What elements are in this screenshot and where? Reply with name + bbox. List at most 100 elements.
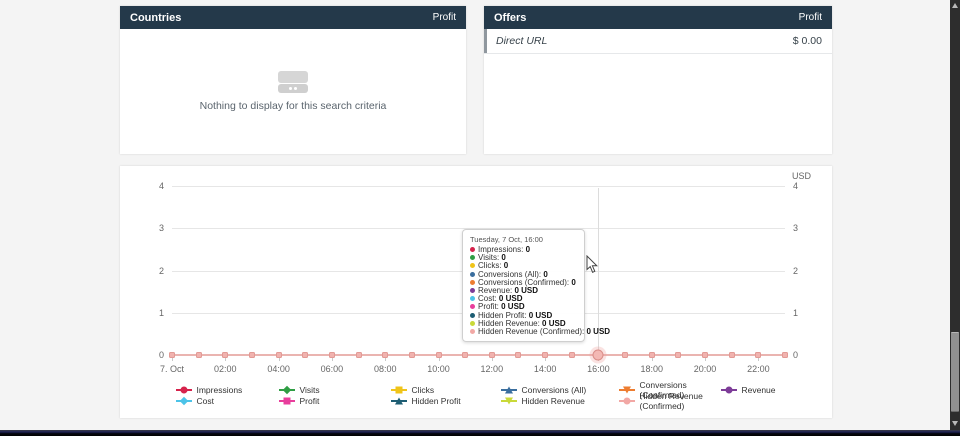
legend-square-icon (283, 397, 291, 405)
legend-marker (391, 397, 408, 406)
countries-panel: Countries Profit Nothing to display for … (120, 6, 466, 154)
countries-panel-body: Nothing to display for this search crite… (120, 29, 466, 154)
offer-name: Direct URL (496, 35, 548, 47)
tooltip-series-bullet-icon (470, 247, 475, 252)
data-point-marker (702, 352, 709, 358)
legend-label: Hidden Revenue (521, 396, 585, 406)
x-axis-tick (385, 357, 387, 361)
legend-label: Clicks (411, 385, 435, 395)
x-axis-label: 20:00 (693, 364, 717, 374)
legend-item[interactable]: Hidden Revenue (Confirmed) (619, 391, 721, 411)
empty-state-text: Nothing to display for this search crite… (199, 100, 387, 112)
legend-marker (501, 397, 518, 406)
x-axis-tick (651, 357, 653, 361)
offer-row-accent (484, 29, 487, 53)
x-axis-label: 16:00 (587, 364, 610, 374)
x-axis-label: 12:00 (480, 364, 504, 374)
x-axis-tick (705, 357, 707, 361)
offers-panel: Offers Profit Direct URL $ 0.00 (484, 6, 832, 154)
tooltip-series-row: Impressions: 0 (470, 245, 578, 254)
legend-marker (176, 386, 193, 395)
legend-item[interactable]: Conversions (Confirmed) (619, 380, 721, 400)
data-point-marker (195, 352, 202, 358)
tooltip-series-bullet-icon (470, 255, 475, 261)
x-axis-label: 14:00 (533, 364, 557, 374)
tooltip-series-row: Hidden Profit: 0 USD (470, 311, 578, 320)
scrollbar-down-arrow-icon[interactable] (951, 421, 958, 426)
x-axis-tick (491, 357, 493, 361)
y-axis-label-right: 2 (793, 265, 799, 276)
legend-label: Profit (299, 396, 320, 406)
legend-label: Revenue (741, 385, 776, 395)
legend-item[interactable]: Visits (279, 385, 391, 395)
offer-row[interactable]: Direct URL $ 0.00 (484, 29, 832, 54)
data-point-marker (248, 352, 255, 358)
chart-panel: 4 4 3 3 2 2 1 1 0 0 USD 7. Oct 02:00 04:00 06:00 08:00 1… (120, 166, 832, 418)
y-axis-label-left: 1 (158, 307, 164, 318)
chart-crosshair (598, 188, 600, 355)
legend-item[interactable]: Clicks (391, 385, 501, 395)
legend-label: Visits (299, 385, 320, 395)
scrollbar-up-arrow-icon[interactable] (951, 3, 958, 8)
offer-profit-value: $ 0.00 (792, 35, 822, 47)
x-axis-tick (758, 357, 760, 361)
x-axis-label: 06:00 (320, 364, 344, 374)
tooltip-series-bullet-icon (470, 279, 475, 285)
tooltip-series-row: Conversions (Confirmed): 0 (470, 278, 578, 287)
hovered-point-marker[interactable] (592, 349, 604, 361)
data-point-marker (488, 352, 495, 358)
legend-marker (501, 386, 518, 395)
x-axis-label: 22:00 (747, 364, 770, 374)
chart-tooltip-rows: Impressions: 0 Visits: 0 Clicks: 0 Conversi… (470, 245, 610, 336)
data-point-marker (275, 352, 282, 358)
legend-item[interactable]: Cost (176, 396, 279, 406)
legend-marker (619, 386, 636, 395)
series-line (172, 354, 785, 356)
tooltip-series-bullet-icon (470, 296, 475, 302)
legend-item[interactable]: Profit (279, 396, 391, 406)
legend-item[interactable]: Hidden Profit (391, 396, 501, 406)
legend-circle-icon (725, 386, 733, 394)
legend-triangle-down-icon (505, 397, 514, 405)
y-gridline (172, 186, 785, 187)
data-point-marker (782, 352, 788, 358)
offers-panel-title: Offers (494, 11, 527, 24)
tooltip-series-bullet-icon (470, 304, 475, 310)
data-point-marker (408, 352, 415, 358)
legend-triangle-down-icon (623, 386, 632, 394)
tooltip-series-row: Hidden Revenue (Confirmed): 0 USD (470, 327, 610, 336)
tooltip-series-bullet-icon (470, 329, 475, 335)
tooltip-series-bullet-icon (470, 288, 475, 294)
x-axis-tick (331, 357, 333, 361)
legend-item[interactable]: Hidden Revenue (501, 396, 619, 406)
y-axis-label-right: 3 (793, 223, 799, 234)
data-point-marker (328, 352, 335, 358)
legend-marker (721, 386, 738, 395)
vertical-scrollbar[interactable] (950, 0, 960, 430)
data-point-marker (382, 352, 389, 358)
data-point-marker (302, 352, 309, 358)
legend-circle-icon (180, 386, 188, 394)
data-point-marker (515, 352, 522, 358)
countries-panel-header: Countries Profit (120, 6, 466, 29)
scrollbar-thumb[interactable] (951, 332, 959, 412)
x-axis-label: 02:00 (214, 364, 237, 374)
y-axis-label-right: 0 (793, 350, 799, 360)
legend-diamond-icon (283, 385, 292, 395)
legend-marker (619, 397, 636, 406)
legend-item[interactable]: Conversions (All) (501, 385, 619, 395)
x-axis-tick (225, 357, 227, 361)
legend-item[interactable]: Impressions (176, 385, 279, 395)
x-axis-tick (172, 357, 173, 361)
x-axis-label: 18:00 (640, 364, 663, 374)
x-axis-label: 08:00 (373, 364, 397, 374)
legend-diamond-icon (180, 396, 189, 406)
countries-metric-header: Profit (432, 12, 456, 23)
data-point-marker (462, 352, 469, 358)
legend-item[interactable]: Revenue (721, 385, 776, 395)
x-axis-label: 10:00 (427, 364, 450, 374)
y-gridline (172, 228, 785, 230)
legend-label: Conversions (All) (521, 385, 587, 395)
data-point-marker (435, 352, 442, 358)
data-point-marker (542, 352, 549, 358)
